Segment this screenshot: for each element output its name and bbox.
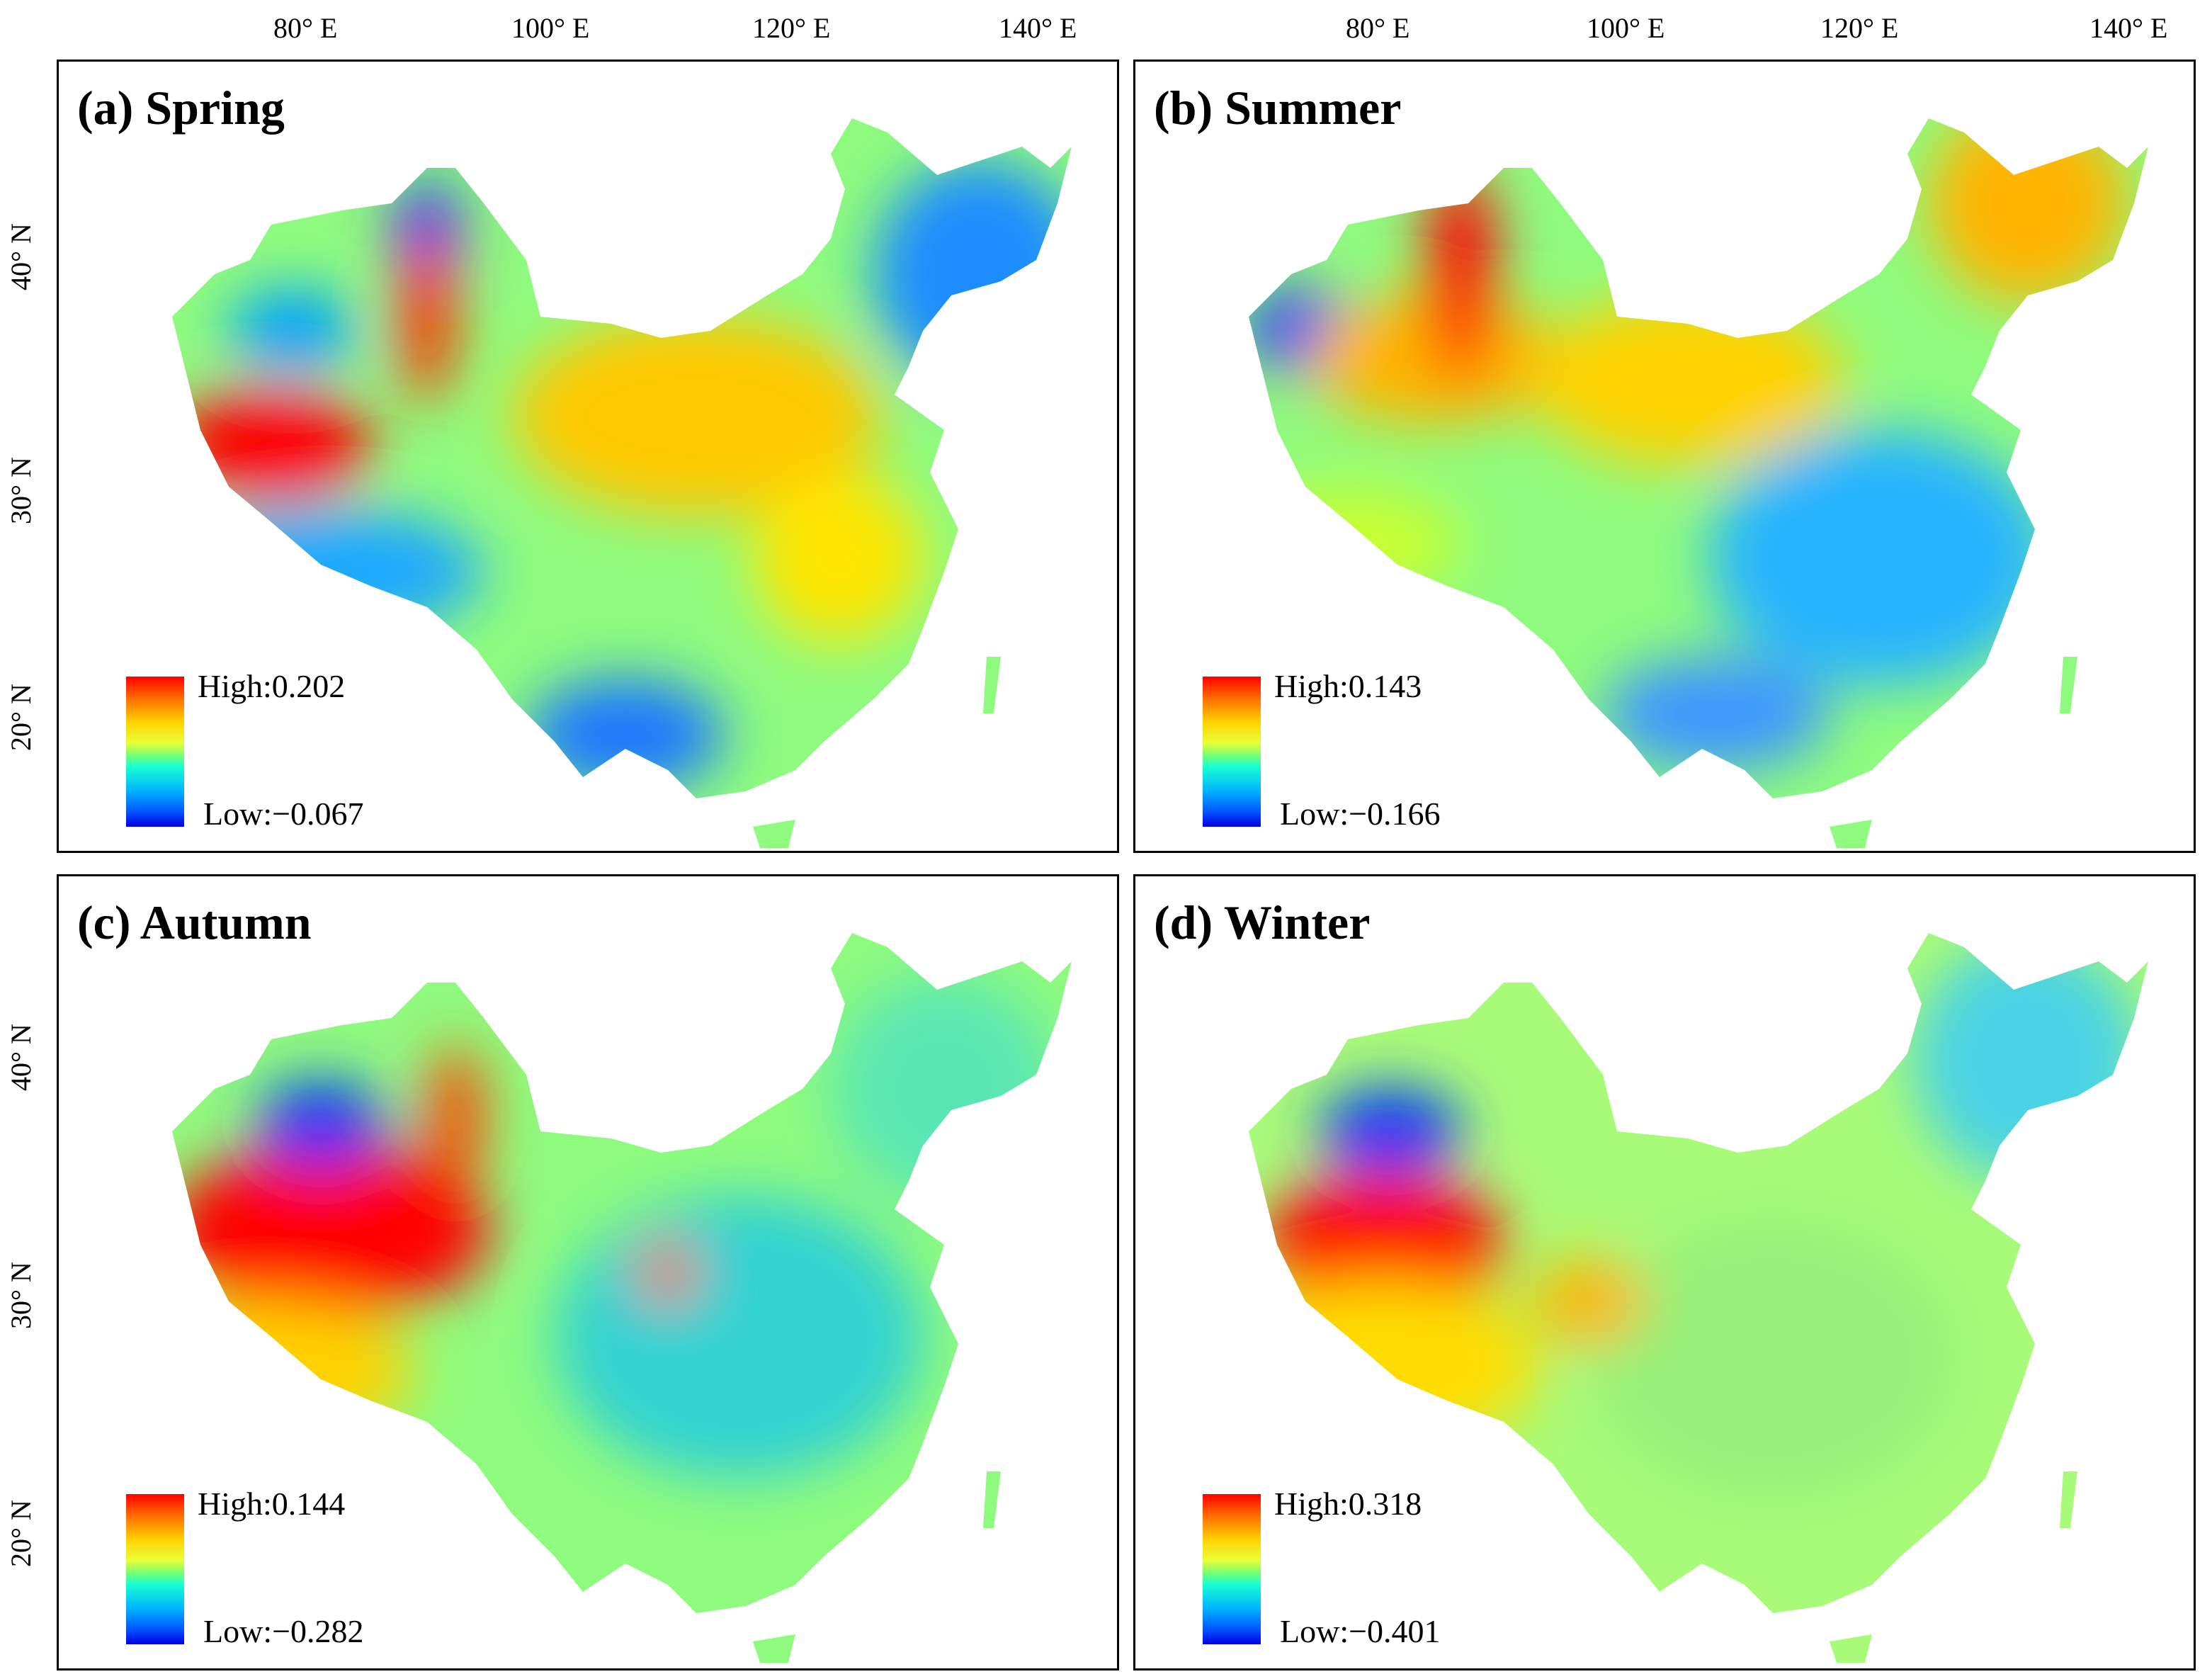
lon-tick-120-left: 120° E [752, 12, 831, 44]
panel-spring: (a) Spring High:0.202 Low:−0.067 [57, 60, 1119, 853]
lon-tick-140-left: 140° E [999, 12, 1077, 44]
legend-low-autumn: Low:−0.282 [203, 1613, 364, 1649]
legend-colorbar-winter [1203, 1494, 1261, 1644]
panel-title-winter: (d) Winter [1154, 895, 1371, 949]
lon-tick-80-left: 80° E [273, 12, 338, 44]
map-winter [1249, 933, 2148, 1663]
panel-title-spring: (a) Spring [77, 81, 285, 135]
lon-tick-120-right: 120° E [1820, 12, 1899, 44]
legend-low-spring: Low:−0.067 [203, 796, 364, 832]
legend-high-summer: High:0.143 [1274, 668, 1422, 704]
legend-colorbar-summer [1203, 677, 1261, 827]
panel-autumn: (c) Autumn High:0.144 Low:−0.282 [57, 874, 1119, 1670]
lon-tick-140-right: 140° E [2089, 12, 2168, 44]
legend-high-winter: High:0.318 [1274, 1486, 1422, 1522]
legend-colorbar-autumn [126, 1494, 184, 1644]
legend-low-winter: Low:−0.401 [1280, 1613, 1441, 1649]
lon-tick-80-right: 80° E [1346, 12, 1410, 44]
lat-tick-30-bottom: 30° N [5, 1262, 37, 1329]
panel-winter: (d) Winter High:0.318 Low:−0.401 [1133, 874, 2196, 1670]
lat-tick-30-top: 30° N [5, 457, 37, 524]
legend-high-autumn: High:0.144 [198, 1486, 346, 1522]
panel-title-summer: (b) Summer [1154, 81, 1402, 135]
panel-title-autumn: (c) Autumn [77, 895, 312, 949]
lon-tick-100-left: 100° E [511, 12, 590, 44]
map-autumn [172, 933, 1072, 1663]
lat-tick-40-bottom: 40° N [5, 1024, 37, 1091]
map-summer [1249, 118, 2148, 848]
panel-summer: (b) Summer High:0.143 Low:−0.166 [1133, 60, 2196, 853]
lat-tick-20-top: 20° N [5, 684, 37, 751]
map-spring [172, 118, 1072, 848]
legend-low-summer: Low:−0.166 [1280, 796, 1441, 832]
legend-colorbar-spring [126, 677, 184, 827]
lat-tick-40-top: 40° N [5, 223, 37, 290]
lon-tick-100-right: 100° E [1587, 12, 1665, 44]
lat-tick-20-bottom: 20° N [5, 1500, 37, 1567]
legend-high-spring: High:0.202 [198, 668, 346, 704]
